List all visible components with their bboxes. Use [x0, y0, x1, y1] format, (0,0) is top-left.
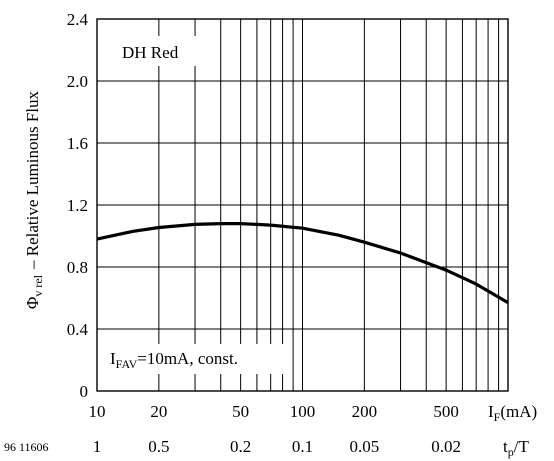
x2-axis-title: tp/T — [503, 437, 529, 459]
x2-tick-label: 0.05 — [349, 437, 379, 456]
x-tick-label: 100 — [290, 402, 316, 421]
y-axis-title: Φv rel– Relative Luminous Flux — [23, 90, 45, 309]
x2-tick-label: 1 — [93, 437, 102, 456]
plot-frame — [96, 18, 509, 392]
y-tick-label: 2.0 — [67, 72, 88, 91]
y-tick-label: 0.8 — [67, 258, 88, 277]
tick-labels: 0 0.4 0.8 1.2 1.6 2.0 2.4 10 20 50 100 200 500 1 0.5 0.… — [67, 10, 461, 456]
x-tick-label: 50 — [232, 402, 249, 421]
y-tick-label: 2.4 — [67, 10, 89, 29]
curve-layer — [96, 222, 509, 304]
grid — [97, 19, 508, 391]
x2-tick-label: 0.2 — [230, 437, 251, 456]
y-tick-label: 1.6 — [67, 134, 88, 153]
figure-code: 96 11606 — [4, 440, 49, 454]
annotation-label: IFAV=10mA, const. — [110, 349, 238, 371]
annotation-box — [104, 344, 292, 374]
y-tick-label: 1.2 — [67, 196, 88, 215]
x2-tick-label: 0.1 — [292, 437, 313, 456]
x-tick-label: 10 — [89, 402, 106, 421]
legend-label: DH Red — [122, 43, 179, 62]
legend-box — [116, 36, 200, 66]
x2-tick-label: 0.02 — [431, 437, 461, 456]
x-axis-title: IF(mA) — [488, 402, 537, 424]
x-tick-label: 200 — [352, 402, 378, 421]
x-tick-label: 500 — [433, 402, 459, 421]
series-line — [96, 222, 509, 304]
x2-tick-label: 0.5 — [148, 437, 169, 456]
y-tick-label: 0.4 — [67, 320, 89, 339]
x-tick-label: 20 — [150, 402, 167, 421]
y-tick-label: 0 — [80, 382, 89, 401]
